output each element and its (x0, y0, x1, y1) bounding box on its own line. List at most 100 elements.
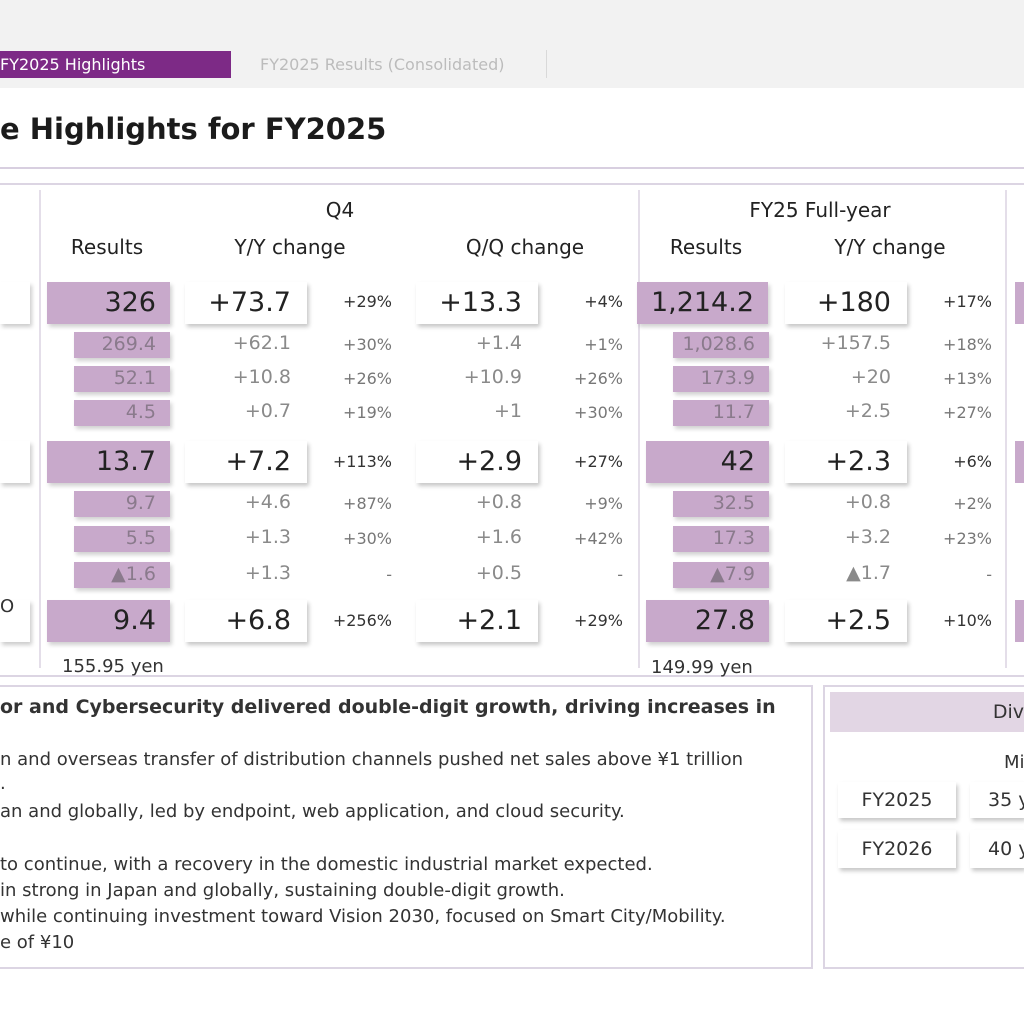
q4-qq-pct: +4% (584, 292, 623, 311)
fy-yy-cell: +0.8 (844, 491, 891, 513)
q4-results-cell: 9.7 (74, 491, 170, 517)
q4-qq-cell: +2.1 (416, 600, 538, 642)
fy-yy-pct: +6% (953, 452, 992, 471)
q4-results-cell: 5.5 (74, 526, 170, 552)
q4-yy-cell: +10.8 (232, 366, 291, 388)
fy-yy-pct: +10% (943, 611, 992, 630)
comment-line: n and overseas transfer of distribution … (0, 749, 744, 770)
fy-results-cell: 42 (646, 441, 769, 483)
dividend-year-cell: FY2026 (838, 830, 956, 868)
page-title: e Highlights for FY2025 (0, 112, 387, 146)
q4-yy-pct: +113% (332, 452, 392, 471)
fy-yy-cell: ▲1.7 (846, 562, 891, 584)
column-divider (1005, 190, 1007, 668)
q4-yy-pct: +87% (343, 494, 392, 513)
q4-qq-pct: +1% (584, 335, 623, 354)
q4-yy-cell: +1.3 (244, 526, 291, 548)
q4-qq-cell: +10.9 (463, 366, 522, 388)
q4-yy-pct: - (386, 565, 392, 584)
fy-yy-cell: +157.5 (820, 332, 891, 354)
fy-results-cell: ▲7.9 (673, 562, 769, 588)
q4-qq-cell: +1.6 (475, 526, 522, 548)
header-fy-yy-change: Y/Y change (834, 235, 946, 259)
fy-yy-pct: +23% (943, 529, 992, 548)
fy-yy-cell: +2.5 (785, 600, 907, 642)
q4-results-cell: 9.4 (47, 600, 170, 642)
clipped-label-box (0, 441, 30, 483)
fy-yy-cell: +180 (785, 282, 907, 324)
fy-yy-cell: +2.3 (785, 441, 907, 483)
tab-fy2025-results[interactable]: FY2025 Results (Consolidated) (260, 55, 505, 74)
header-q4: Q4 (325, 198, 355, 222)
q4-qq-pct: +29% (574, 611, 623, 630)
header-fy25-full-year: FY25 Full-year (749, 198, 891, 222)
comments-box (0, 685, 813, 969)
title-rule (0, 167, 1024, 169)
q4-yy-pct: +26% (343, 369, 392, 388)
q4-yy-pct: +30% (343, 529, 392, 548)
fy-results-cell: 32.5 (673, 491, 769, 517)
fy-yy-pct: +18% (943, 335, 992, 354)
q4-yy-cell: +7.2 (185, 441, 307, 483)
q4-qq-pct: - (617, 565, 623, 584)
q4-qq-pct: +30% (574, 403, 623, 422)
column-divider (39, 190, 41, 668)
q4-results-cell: 4.5 (74, 400, 170, 426)
q4-results-cell: 326 (47, 282, 170, 324)
tab-fy2025-highlights[interactable]: FY2025 Highlights (0, 51, 231, 78)
q4-yy-cell: +73.7 (185, 282, 307, 324)
clipped-value-box (1015, 282, 1024, 324)
fy-eps: 149.99 yen (651, 657, 753, 678)
fy-yy-cell: +3.2 (844, 526, 891, 548)
q4-yy-pct: +30% (343, 335, 392, 354)
q4-yy-cell: +62.1 (232, 332, 291, 354)
q4-qq-cell: +0.5 (475, 562, 522, 584)
q4-qq-pct: +26% (574, 369, 623, 388)
q4-qq-cell: +1.4 (475, 332, 522, 354)
comment-line: while continuing investment toward Visio… (0, 906, 726, 927)
fy-results-cell: 1,028.6 (673, 332, 769, 358)
q4-yy-cell: +4.6 (244, 491, 291, 513)
fy-yy-pct: +27% (943, 403, 992, 422)
clipped-value-box (1015, 441, 1024, 483)
clipped-label-box (0, 282, 30, 324)
q4-qq-pct: +27% (574, 452, 623, 471)
comment-line: e of ¥10 (0, 932, 75, 953)
q4-results-cell: 269.4 (74, 332, 170, 358)
fy-yy-pct: +17% (943, 292, 992, 311)
clipped-label-box (0, 600, 30, 642)
q4-yy-pct: +256% (332, 611, 392, 630)
fy-yy-cell: +20 (850, 366, 891, 388)
q4-results-cell: ▲1.6 (74, 562, 170, 588)
dividends-subheader: Mi (1004, 752, 1024, 773)
q4-yy-pct: +19% (343, 403, 392, 422)
header-q4-results: Results (70, 235, 144, 259)
q4-qq-cell: +13.3 (416, 282, 538, 324)
q4-qq-pct: +42% (574, 529, 623, 548)
header-q4-qq-change: Q/Q change (465, 235, 585, 259)
tab-divider (546, 50, 547, 78)
comment-headline: or and Cybersecurity delivered double-di… (0, 696, 776, 718)
fy-results-cell: 173.9 (673, 366, 769, 392)
comment-line: to continue, with a recovery in the dome… (0, 854, 653, 875)
q4-yy-cell: +1.3 (244, 562, 291, 584)
row-label-fragment: O (0, 596, 15, 617)
dividends-header: Div (830, 692, 1024, 732)
q4-yy-cell: +0.7 (244, 400, 291, 422)
fy-results-cell: 1,214.2 (637, 282, 768, 324)
fy-results-cell: 27.8 (646, 600, 769, 642)
fy-results-cell: 11.7 (673, 400, 769, 426)
fy-yy-cell: +2.5 (844, 400, 891, 422)
header-fy-results: Results (669, 235, 743, 259)
dividends-box (823, 685, 1024, 969)
fy-yy-pct: +13% (943, 369, 992, 388)
clipped-value-box (1015, 600, 1024, 642)
dividend-value-cell: 40 y (970, 830, 1024, 868)
fy-yy-pct: - (986, 565, 992, 584)
q4-qq-cell: +0.8 (475, 491, 522, 513)
q4-qq-pct: +9% (584, 494, 623, 513)
comment-line: . (0, 773, 6, 794)
q4-yy-cell: +6.8 (185, 600, 307, 642)
results-panel (0, 183, 1024, 677)
q4-qq-cell: +2.9 (416, 441, 538, 483)
